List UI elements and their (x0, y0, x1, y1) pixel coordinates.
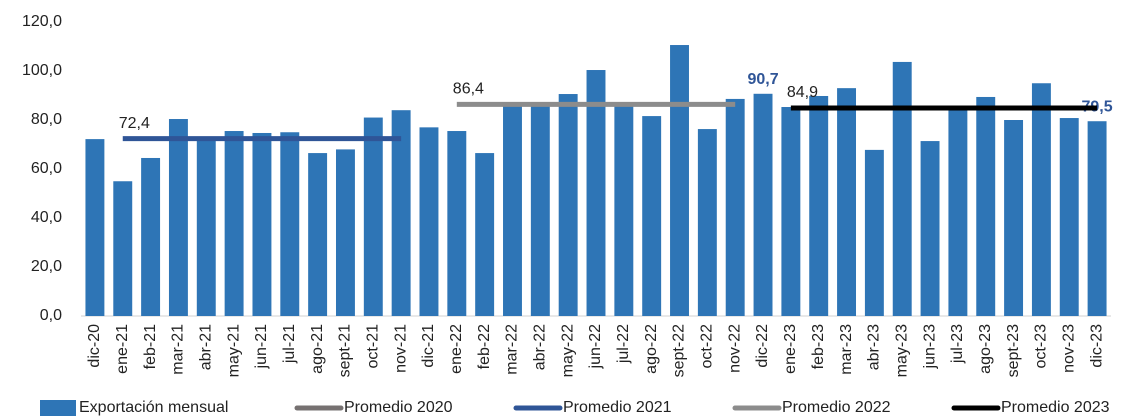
bar (419, 127, 439, 316)
x-tick-label: abr-22 (532, 324, 549, 370)
bar (391, 110, 411, 316)
x-tick-label: mar-21 (170, 324, 187, 375)
x-tick-label: ene-23 (782, 324, 799, 374)
bar (503, 102, 522, 316)
bar (1031, 83, 1051, 316)
x-tick-label: ene-21 (114, 324, 131, 374)
bar (976, 96, 996, 316)
y-tick-label: 100,0 (22, 62, 62, 79)
x-tick-label: feb-23 (810, 324, 827, 369)
x-tick-label: mar-22 (504, 324, 521, 375)
x-tick-label: jul-22 (615, 324, 632, 364)
legend-label: Promedio 2021 (563, 399, 672, 416)
x-tick-label: dic-20 (86, 324, 103, 368)
x-tick-label: oct-22 (699, 324, 716, 369)
x-tick-label: sept-22 (671, 324, 688, 377)
y-tick-label: 120,0 (22, 13, 62, 30)
x-tick-label: jun-23 (921, 324, 938, 370)
x-tick-label: ene-22 (448, 324, 465, 374)
bar (725, 98, 745, 317)
y-tick-label: 20,0 (31, 258, 62, 275)
x-tick-label: mar-23 (838, 324, 855, 375)
x-tick-label: feb-22 (476, 324, 493, 369)
legend-label: Promedio 2020 (344, 399, 453, 416)
x-tick-label: oct-23 (1033, 324, 1050, 369)
x-tick-label: ago-21 (309, 324, 326, 374)
x-tick-label: jun-21 (253, 324, 270, 370)
bar (586, 70, 606, 317)
x-tick-label: sept-23 (1005, 324, 1022, 377)
average-label: 84,9 (787, 84, 818, 101)
x-tick-label: dic-22 (754, 324, 771, 368)
x-tick-label: abr-23 (866, 324, 883, 370)
x-tick-label: may-23 (893, 324, 910, 377)
bar (224, 131, 244, 316)
x-tick-label: ago-23 (977, 324, 994, 374)
legend-label: Promedio 2023 (1001, 399, 1110, 416)
y-tick-label: 40,0 (31, 209, 62, 226)
data-label: 90,7 (747, 71, 778, 88)
x-tick-label: nov-23 (1060, 324, 1077, 373)
bar (1059, 118, 1079, 316)
bar (335, 149, 355, 316)
legend-label: Exportación mensual (79, 399, 228, 416)
average-label: 86,4 (453, 81, 484, 98)
bar (530, 102, 550, 316)
bar (892, 61, 912, 317)
x-tick-label: jun-22 (587, 324, 604, 370)
x-tick-label: dic-21 (420, 324, 437, 368)
bar (308, 153, 328, 316)
x-tick-label: nov-21 (392, 324, 409, 373)
bar (948, 107, 968, 316)
bar (280, 132, 300, 316)
bar (670, 45, 689, 316)
bar (781, 107, 801, 316)
legend-label: Promedio 2022 (782, 399, 891, 416)
x-tick-label: jul-23 (949, 324, 966, 364)
average-label: 72,4 (119, 115, 150, 132)
x-tick-label: nov-22 (726, 324, 743, 373)
x-tick-label: ago-22 (643, 324, 660, 374)
y-tick-label: 60,0 (31, 160, 62, 177)
bar (141, 157, 161, 316)
bar (753, 93, 773, 316)
x-tick-label: dic-23 (1088, 324, 1105, 368)
bar (614, 102, 634, 316)
bar (1004, 120, 1024, 316)
legend-swatch (40, 400, 76, 416)
x-tick-label: abr-21 (197, 324, 214, 370)
bar (85, 139, 105, 316)
y-tick-label: 0,0 (40, 307, 62, 324)
bar (363, 117, 383, 316)
bar (920, 141, 940, 316)
x-tick-label: jul-21 (281, 324, 298, 364)
bar (642, 116, 662, 316)
bar (837, 88, 857, 317)
bar (252, 132, 272, 316)
bar (113, 181, 133, 316)
bar (864, 149, 884, 316)
data-label: 79,5 (1082, 98, 1113, 115)
bar (697, 129, 717, 316)
bar (558, 94, 578, 316)
x-tick-label: feb-21 (142, 324, 159, 369)
bar (1087, 121, 1107, 316)
bar (475, 153, 495, 316)
bar (447, 131, 467, 316)
bar (809, 95, 829, 317)
bar (168, 119, 188, 317)
x-tick-label: oct-21 (365, 324, 382, 369)
x-tick-label: may-21 (225, 324, 242, 377)
x-tick-label: may-22 (559, 324, 576, 377)
x-tick-label: sept-21 (337, 324, 354, 377)
bar (196, 137, 216, 316)
y-tick-label: 80,0 (31, 111, 62, 128)
